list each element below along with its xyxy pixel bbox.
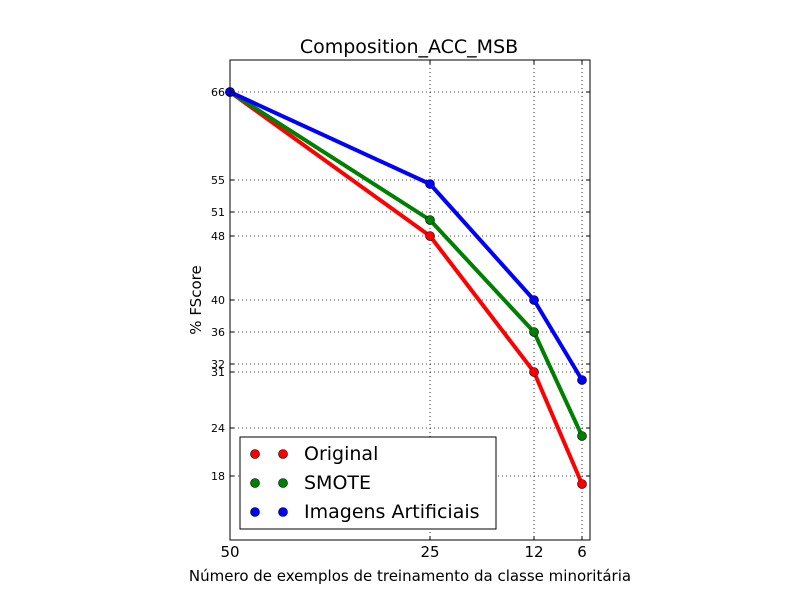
y-tick-label: 55 [211,174,225,187]
x-tick-label: 6 [577,543,587,561]
legend-label: Original [304,443,378,465]
y-tick-label: 32 [211,358,225,371]
legend-marker [278,478,288,488]
chart-title: Composition_ACC_MSB [300,36,518,58]
data-point [529,327,539,337]
y-tick-label: 31 [211,366,225,379]
series-line-2 [229,90,584,382]
data-point [425,231,435,241]
y-tick-label: 48 [211,230,225,243]
y-tick-label: 18 [211,470,225,483]
x-axis-label: Número de exemplos de treinamento da cla… [189,567,631,585]
data-point [577,431,587,441]
series-line-1 [228,90,584,437]
y-axis-label: % FScore [187,265,205,334]
x-tick-label: 50 [220,543,239,561]
legend-marker [278,449,288,459]
y-tick-label: 66 [211,86,225,99]
legend-label: Imagens Artificiais [304,501,480,523]
legend-marker [278,507,288,517]
y-tick-label: 36 [211,326,225,339]
x-axis-ticks: 50 25 12 6 [220,60,587,561]
data-point [529,367,539,377]
data-point [577,375,587,385]
x-tick-label: 25 [420,543,439,561]
legend-marker [250,449,260,459]
series-layer [225,87,587,489]
data-point [529,295,539,305]
legend: Original SMOTE Imagens Artificiais [239,436,497,530]
y-tick-label: 24 [211,422,225,435]
data-point [425,215,435,225]
y-tick-label: 51 [211,206,225,219]
series-line-0 [228,90,584,485]
legend-marker [250,507,260,517]
legend-label: SMOTE [304,472,371,494]
x-tick-label: 12 [524,543,543,561]
data-point [577,479,587,489]
y-tick-label: 40 [211,294,225,307]
data-point [425,179,435,189]
legend-marker [250,478,260,488]
